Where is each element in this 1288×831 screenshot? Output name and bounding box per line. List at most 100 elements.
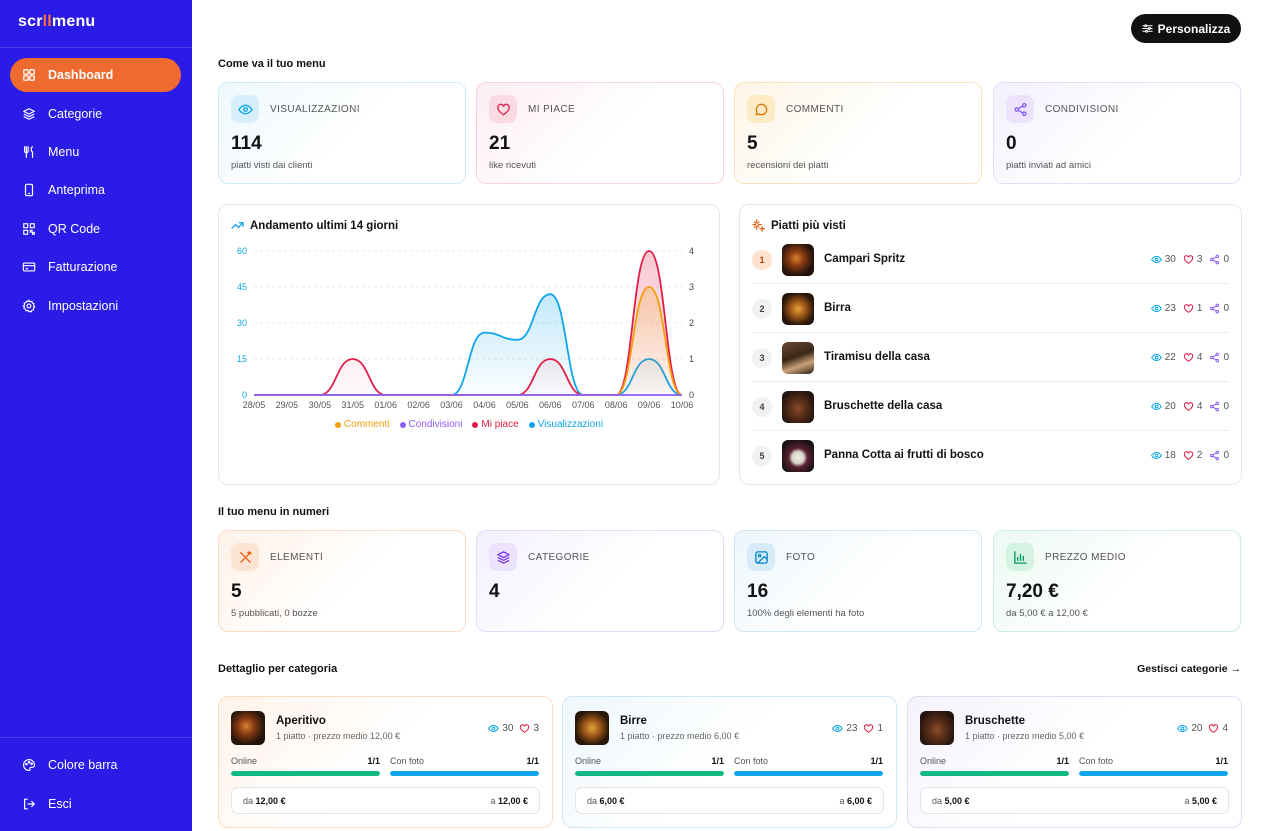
- chart-legend: Commenti Condivisioni Mi piace Visualizzazi…: [219, 419, 719, 430]
- sidebar-item-esci[interactable]: Esci: [10, 787, 181, 821]
- likes-value: 4: [1196, 401, 1203, 412]
- category-name: Bruschette: [965, 715, 1026, 727]
- x-tick: 04/06: [473, 400, 496, 410]
- dish-name: Bruschette della casa: [824, 400, 943, 412]
- sidebar-item-label: Dashboard: [48, 68, 114, 82]
- category-card[interactable]: Bruschette 1 piatto · prezzo medio 5,00 €…: [907, 696, 1242, 828]
- online-label: Online: [575, 756, 602, 766]
- sidebar-item-impostazioni[interactable]: Impostazioni: [10, 289, 181, 323]
- dish-thumbnail: [782, 244, 814, 276]
- legend-dot: [472, 421, 479, 428]
- likes-metric: 3: [519, 723, 539, 734]
- likes-metric: 4: [1208, 723, 1228, 734]
- sidebar-item-label: Impostazioni: [48, 299, 119, 313]
- views-value: 18: [1164, 450, 1176, 461]
- stat-sub: piatti inviati ad amici: [1006, 160, 1092, 171]
- shares-metric: 0: [1209, 303, 1229, 314]
- heart-icon: [1209, 724, 1219, 733]
- online-bar: [920, 771, 1069, 776]
- stat-sub: 100% degli elementi ha foto: [747, 608, 865, 619]
- views-metric: 22: [1150, 352, 1176, 363]
- share-icon: [1210, 352, 1220, 363]
- legend-item[interactable]: Mi piace: [472, 419, 519, 430]
- heart-icon: [520, 724, 530, 733]
- sparkle-icon: [752, 219, 765, 232]
- x-tick: 06/06: [539, 400, 562, 410]
- legend-item[interactable]: Visualizzazioni: [528, 419, 603, 430]
- price-max: a 5,00 €: [1184, 796, 1217, 806]
- x-tick: 28/05: [243, 400, 266, 410]
- y-right-tick: 0: [689, 390, 694, 400]
- utensils-icon: [24, 146, 34, 158]
- eye-icon: [231, 95, 259, 123]
- dish-thumbnail: [782, 440, 814, 472]
- legend-item[interactable]: Commenti: [334, 419, 390, 430]
- sidebar-item-label: Categorie: [48, 107, 103, 121]
- stat-card-likes: MI PIACE 21 like ricevuti: [476, 82, 724, 184]
- likes-value: 4: [1196, 352, 1203, 363]
- likes-value: 4: [1222, 723, 1228, 734]
- likes-value: 1: [877, 723, 883, 734]
- dish-name: Tiramisu della casa: [824, 351, 930, 363]
- heart-icon: [1183, 451, 1194, 460]
- eye-icon: [1150, 451, 1162, 460]
- stat-card-categories: CATEGORIE 4: [476, 530, 724, 632]
- price-max-value: 12,00 €: [497, 796, 528, 806]
- photo-label: Con foto: [390, 756, 425, 766]
- likes-value: 1: [1196, 303, 1203, 314]
- top-dishes-title-text: Piatti più visti: [771, 219, 846, 232]
- series-area: [254, 294, 682, 395]
- rank-badge: 3: [752, 348, 772, 368]
- views-metric: 20: [1150, 401, 1176, 412]
- price-min: da 5,00 €: [932, 796, 970, 806]
- sidebar-item-anteprima[interactable]: Anteprima: [10, 173, 181, 207]
- section-title: Dettaglio per categoria: [218, 663, 338, 675]
- legend-dot: [528, 421, 535, 428]
- customize-button[interactable]: Personalizza: [1131, 14, 1241, 43]
- sidebar-item-label: Anteprima: [48, 183, 105, 197]
- sidebar: scrllmenu Dashboard Categorie Menu Antep…: [0, 0, 192, 831]
- price-max-value: 5,00 €: [1191, 796, 1217, 806]
- price-min-value: 5,00 €: [944, 796, 970, 806]
- top-dish-row[interactable]: 3 Tiramisu della casa 22 4 0: [752, 333, 1229, 382]
- category-card[interactable]: Birre 1 piatto · prezzo medio 6,00 € 23 1 On…: [562, 696, 897, 828]
- views-metric: 18: [1150, 450, 1176, 461]
- category-thumbnail: [575, 711, 609, 745]
- top-dish-row[interactable]: 5 Panna Cotta ai frutti di bosco 18 2 0: [752, 431, 1229, 480]
- price-max-label: a: [839, 796, 845, 806]
- y-right-tick: 3: [689, 282, 694, 292]
- chart-title-text: Andamento ultimi 14 giorni: [250, 219, 399, 232]
- views-metric: 23: [1150, 303, 1176, 314]
- legend-item[interactable]: Condivisioni: [399, 419, 462, 430]
- manage-categories-link[interactable]: Gestisci categorie →: [1137, 663, 1241, 675]
- sidebar-item-categorie[interactable]: Categorie: [10, 97, 181, 131]
- category-card[interactable]: Aperitivo 1 piatto · prezzo medio 12,00 €…: [218, 696, 553, 828]
- dish-thumbnail: [782, 293, 814, 325]
- stat-card-shares: CONDIVISIONI 0 piatti inviati ad amici: [993, 82, 1241, 184]
- views-value: 30: [502, 723, 514, 734]
- eye-icon: [1150, 402, 1162, 411]
- top-dish-row[interactable]: 4 Bruschette della casa 20 4 0: [752, 382, 1229, 431]
- legend-label: Commenti: [343, 419, 390, 430]
- sidebar-item-colore-barra[interactable]: Colore barra: [10, 748, 181, 782]
- sidebar-item-menu[interactable]: Menu: [10, 135, 181, 169]
- shares-value: 0: [1223, 401, 1229, 412]
- sidebar-item-qr-code[interactable]: QR Code: [10, 212, 181, 246]
- photo-bar: [734, 771, 883, 776]
- shares-metric: 0: [1209, 450, 1229, 461]
- price-min-label: da: [932, 796, 943, 806]
- online-progress: Online 1/1: [231, 756, 380, 776]
- top-dish-row[interactable]: 2 Birra 23 1 0: [752, 284, 1229, 333]
- sidebar-item-dashboard[interactable]: Dashboard: [10, 58, 181, 92]
- app-logo[interactable]: scrllmenu: [18, 13, 96, 30]
- category-name: Aperitivo: [276, 715, 326, 727]
- rank-badge: 4: [752, 397, 772, 417]
- photo-progress: Con foto 1/1: [734, 756, 883, 776]
- rank-badge: 2: [752, 299, 772, 319]
- eye-icon: [1177, 724, 1189, 733]
- share-icon: [1006, 95, 1034, 123]
- top-dish-row[interactable]: 1 Campari Spritz 30 3 0: [752, 235, 1229, 284]
- sidebar-item-fatturazione[interactable]: Fatturazione: [10, 250, 181, 284]
- stat-label: MI PIACE: [528, 104, 576, 115]
- rank-badge: 5: [752, 446, 772, 466]
